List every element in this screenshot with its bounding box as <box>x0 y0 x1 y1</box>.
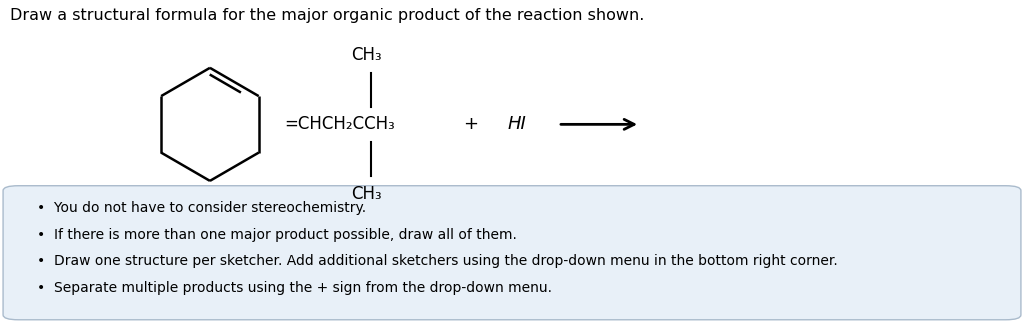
FancyBboxPatch shape <box>3 186 1021 320</box>
Text: •  You do not have to consider stereochemistry.: • You do not have to consider stereochem… <box>37 201 366 215</box>
Text: =CHCH₂CCH₃: =CHCH₂CCH₃ <box>285 115 395 133</box>
Text: •  Separate multiple products using the + sign from the drop-down menu.: • Separate multiple products using the +… <box>37 281 552 295</box>
Text: Draw a structural formula for the major organic product of the reaction shown.: Draw a structural formula for the major … <box>10 8 645 23</box>
Text: •  If there is more than one major product possible, draw all of them.: • If there is more than one major produc… <box>37 228 517 242</box>
Text: CH₃: CH₃ <box>351 185 382 203</box>
Text: •  Draw one structure per sketcher. Add additional sketchers using the drop-down: • Draw one structure per sketcher. Add a… <box>37 254 838 268</box>
Text: CH₃: CH₃ <box>351 46 382 64</box>
Text: HI: HI <box>508 115 526 133</box>
Text: +: + <box>464 115 478 133</box>
